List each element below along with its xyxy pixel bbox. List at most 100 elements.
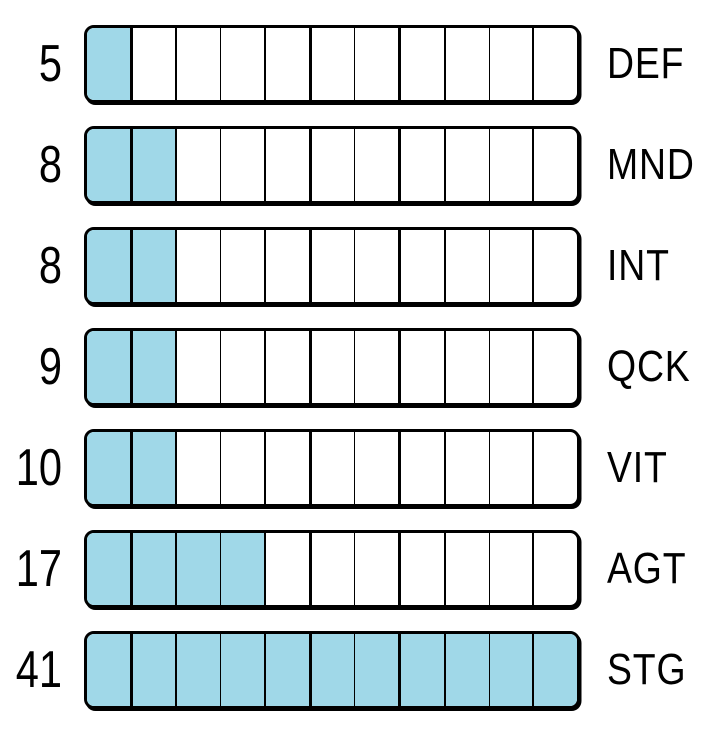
segment-empty xyxy=(220,28,264,100)
segment-empty xyxy=(308,533,355,605)
segment-empty xyxy=(220,129,264,201)
segment-empty xyxy=(263,331,309,403)
segment-empty xyxy=(488,533,533,605)
segment-empty xyxy=(532,129,577,201)
segment-filled xyxy=(87,634,130,706)
segment-filled xyxy=(308,634,355,706)
segment-empty xyxy=(308,331,355,403)
segment-filled xyxy=(175,634,221,706)
segment-empty xyxy=(398,230,444,302)
segment-filled xyxy=(220,634,264,706)
segment-empty xyxy=(532,533,577,605)
segment-empty xyxy=(263,230,309,302)
segment-empty xyxy=(175,331,220,403)
stat-label: VIT xyxy=(607,443,668,492)
segment-empty xyxy=(443,533,489,605)
segment-empty xyxy=(532,230,577,302)
segment-empty xyxy=(532,331,577,403)
stat-bar xyxy=(84,328,580,406)
segment-empty xyxy=(308,230,355,302)
stat-value: 5 xyxy=(38,35,62,93)
stat-label: MND xyxy=(607,140,695,189)
segment-filled xyxy=(129,432,176,504)
segment-filled xyxy=(220,533,264,605)
segment-empty xyxy=(398,432,444,504)
segment-filled xyxy=(87,432,130,504)
stat-value: 9 xyxy=(38,338,62,396)
segment-empty xyxy=(443,129,489,201)
segment-filled xyxy=(354,634,399,706)
segment-empty xyxy=(354,129,398,201)
segment-filled xyxy=(398,634,444,706)
segment-empty xyxy=(532,432,577,504)
segment-empty xyxy=(263,129,309,201)
segment-empty xyxy=(175,129,220,201)
segment-empty xyxy=(443,230,489,302)
stat-bar xyxy=(84,126,580,204)
segment-filled xyxy=(532,634,577,706)
segment-filled xyxy=(87,129,130,201)
stat-label: DEF xyxy=(607,39,685,88)
segment-filled xyxy=(263,634,309,706)
segment-empty xyxy=(354,331,398,403)
stat-value: 8 xyxy=(38,136,62,194)
stat-label: QCK xyxy=(607,342,691,391)
segment-empty xyxy=(354,432,398,504)
stat-value: 10 xyxy=(15,439,62,497)
segment-filled xyxy=(87,230,130,302)
stat-label: INT xyxy=(607,241,670,290)
segment-empty xyxy=(354,28,398,100)
segment-empty xyxy=(398,331,444,403)
stat-value: 17 xyxy=(15,540,62,598)
segment-empty xyxy=(354,230,398,302)
segment-filled xyxy=(129,129,176,201)
segment-empty xyxy=(488,432,533,504)
segment-filled xyxy=(129,230,176,302)
stat-label: STG xyxy=(607,645,687,694)
segment-empty xyxy=(263,28,309,100)
stat-bar xyxy=(84,227,580,305)
stat-bar xyxy=(84,530,580,608)
stat-label: AGT xyxy=(607,544,687,593)
segment-empty xyxy=(443,432,489,504)
segment-filled xyxy=(488,634,533,706)
segment-empty xyxy=(263,533,309,605)
stat-row: 8 INT xyxy=(0,227,721,305)
stat-rows: 5 DEF 8 MND 8 INT 9 QCK 10 VIT 17 AGT 41… xyxy=(0,25,721,709)
segment-filled xyxy=(129,533,176,605)
stat-bar xyxy=(84,429,580,507)
stat-value: 8 xyxy=(38,237,62,295)
stat-bar xyxy=(84,25,580,103)
segment-empty xyxy=(220,230,264,302)
segment-empty xyxy=(308,432,355,504)
segment-empty xyxy=(488,331,533,403)
segment-empty xyxy=(175,432,220,504)
stat-row: 5 DEF xyxy=(0,25,721,103)
segment-filled xyxy=(87,533,130,605)
stat-bar xyxy=(84,631,580,709)
segment-filled xyxy=(87,28,130,100)
segment-empty xyxy=(263,432,309,504)
stat-value: 41 xyxy=(15,641,62,699)
stat-row: 41 STG xyxy=(0,631,721,709)
segment-empty xyxy=(308,28,355,100)
segment-empty xyxy=(354,533,398,605)
segment-empty xyxy=(175,230,220,302)
segment-empty xyxy=(443,28,489,100)
stat-row: 17 AGT xyxy=(0,530,721,608)
segment-filled xyxy=(87,331,130,403)
stat-row: 10 VIT xyxy=(0,429,721,507)
segment-empty xyxy=(308,129,355,201)
segment-empty xyxy=(532,28,577,100)
stat-row: 9 QCK xyxy=(0,328,721,406)
segment-empty xyxy=(398,28,444,100)
segment-empty xyxy=(488,129,533,201)
segment-empty xyxy=(398,533,444,605)
segment-empty xyxy=(175,28,220,100)
segment-empty xyxy=(129,28,176,100)
segment-filled xyxy=(129,331,176,403)
segment-empty xyxy=(220,432,264,504)
segment-empty xyxy=(443,331,489,403)
segment-filled xyxy=(129,634,176,706)
